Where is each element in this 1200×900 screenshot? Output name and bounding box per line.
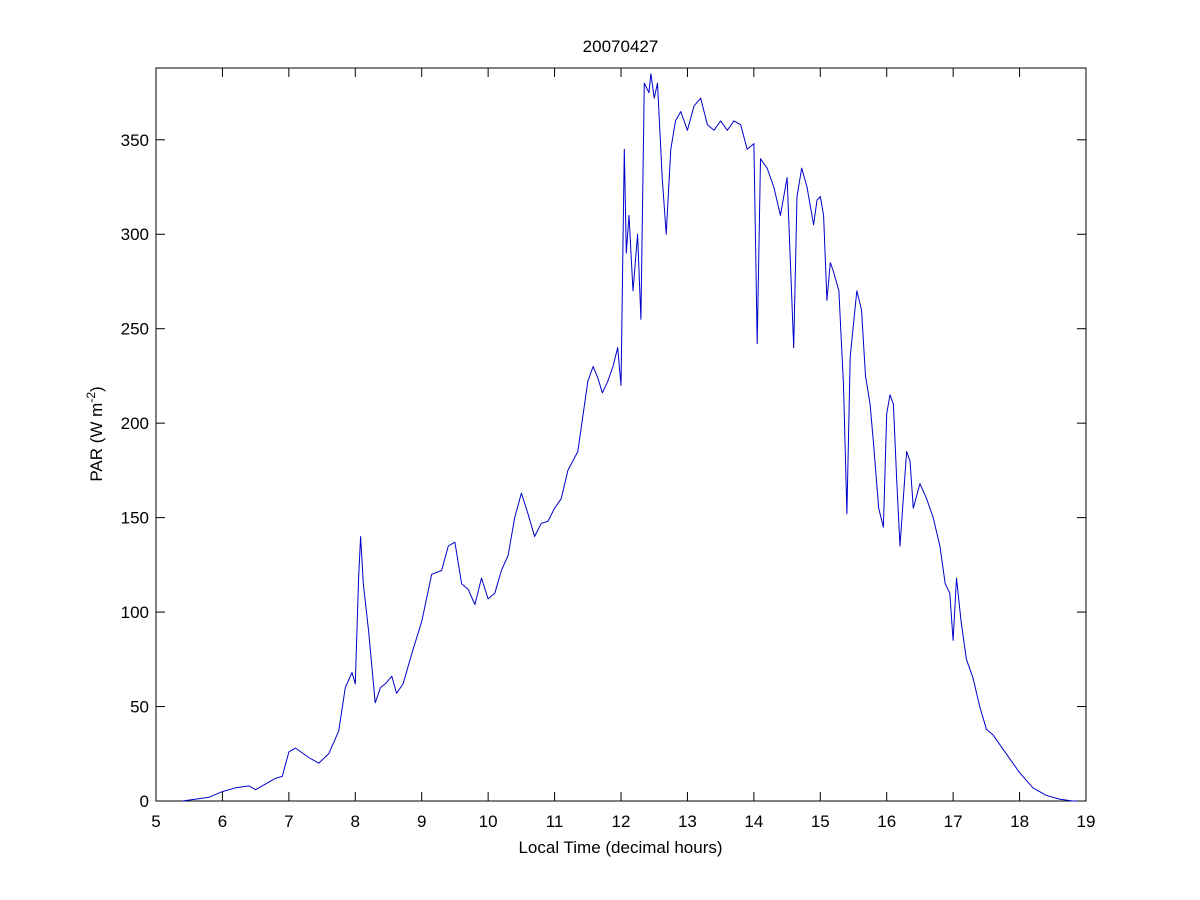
x-tick-label: 14 <box>744 812 763 831</box>
y-axis-label-close: ) <box>87 386 106 392</box>
x-tick-label: 15 <box>811 812 830 831</box>
y-axis-label: PAR (W m-2) <box>84 386 106 481</box>
x-tick-label: 11 <box>546 812 564 831</box>
x-tick-label: 18 <box>1010 812 1029 831</box>
tick-layer: 5 6 7 8 9 10 11 12 13 14 15 16 17 18 19 0 50 100 150 200 250… <box>121 68 1096 831</box>
y-tick-label: 0 <box>140 792 149 811</box>
chart-title: 20070427 <box>583 37 659 56</box>
y-axis-label-exponent: -2 <box>84 392 98 403</box>
x-tick-label: 19 <box>1077 812 1096 831</box>
x-tick-label: 9 <box>417 812 426 831</box>
y-tick-label: 100 <box>121 603 149 622</box>
axes-box <box>155 67 1087 802</box>
x-tick-label: 13 <box>678 812 697 831</box>
series-layer <box>182 73 1086 802</box>
y-axis-label-main: PAR (W m <box>87 403 106 482</box>
series-line-1 <box>182 73 1086 802</box>
x-tick-label: 8 <box>351 812 360 831</box>
y-tick-label: 50 <box>130 698 149 717</box>
x-tick-label: 12 <box>612 812 631 831</box>
y-tick-label: 200 <box>121 414 149 433</box>
x-tick-label: 7 <box>284 812 293 831</box>
x-axis-label: Local Time (decimal hours) <box>518 838 722 857</box>
x-tick-label: 6 <box>218 812 227 831</box>
x-tick-label: 10 <box>479 812 498 831</box>
y-tick-label: 250 <box>121 320 149 339</box>
x-tick-label: 17 <box>944 812 963 831</box>
plot-area: 5 6 7 8 9 10 11 12 13 14 15 16 17 18 19 0 50 100 150 200 250… <box>121 67 1096 831</box>
x-tick-label: 5 <box>151 812 160 831</box>
y-tick-label: 150 <box>121 509 149 528</box>
y-tick-label: 350 <box>121 131 149 150</box>
y-tick-label: 300 <box>121 225 149 244</box>
x-tick-label: 16 <box>877 812 896 831</box>
